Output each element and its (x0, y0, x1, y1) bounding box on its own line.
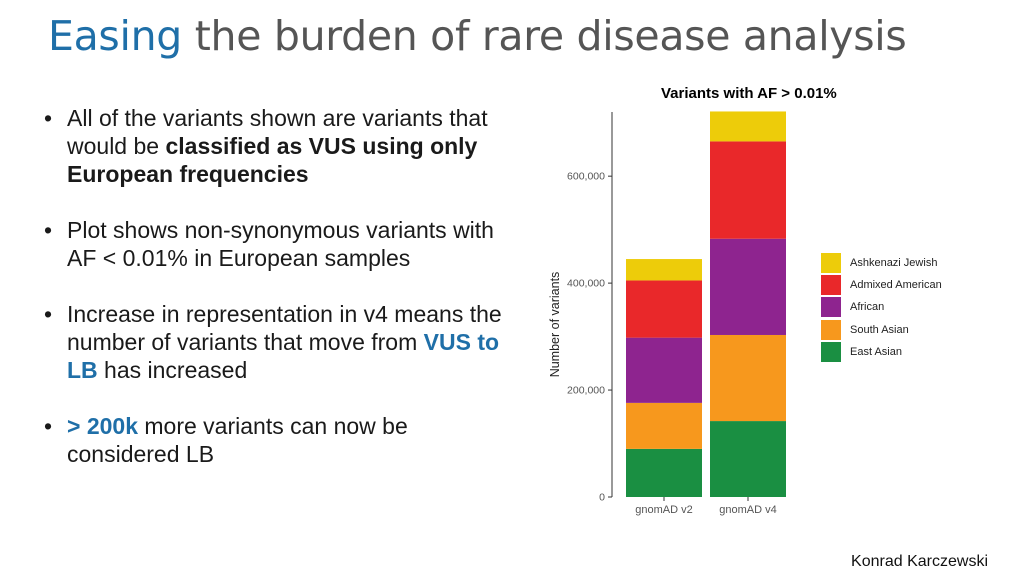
y-tick-label: 600,000 (567, 171, 605, 183)
legend-swatch (821, 319, 841, 340)
bullet-text-segment: All of the variants shown are variants t… (67, 105, 488, 159)
bullet-marker: • (44, 217, 53, 243)
legend-swatch (821, 253, 841, 273)
bar-segment (626, 259, 702, 281)
legend-label: South Asian (850, 323, 909, 336)
bullet-marker: • (44, 105, 53, 131)
bullet-marker: • (44, 301, 53, 327)
bullet-item: • All of the variants shown are variants … (44, 104, 514, 188)
bar-segment (710, 421, 786, 497)
chart-title: Variants with AF > 0.01% (661, 85, 837, 102)
bar-segment (710, 334, 786, 422)
bullet-text-segment: more variants can now be considered LB (67, 413, 408, 467)
legend-label: Admixed American (850, 279, 942, 292)
legend-swatch (821, 341, 841, 362)
legend-label: Ashkenazi Jewish (850, 257, 938, 269)
x-tick-label: gnomAD v2 (635, 504, 692, 516)
y-tick-label: 400,000 (567, 278, 605, 290)
legend-label: East Asian (850, 345, 902, 358)
bar-segment (710, 111, 786, 142)
bullet-text-segment: > 200k (67, 413, 138, 439)
bullet-text-segment: VUS to LB (67, 329, 500, 383)
bullet-item: • Increase in representation in v4 means … (44, 300, 514, 384)
bullet-text-segment: Plot shows non-synonymous variants with … (67, 217, 494, 271)
page-title: Easing the burden of rare disease analys… (48, 12, 907, 60)
bar-segment (710, 238, 786, 335)
y-tick-label: 0 (599, 492, 605, 504)
y-tick-label: 200,000 (567, 385, 605, 397)
bullet-list: • All of the variants shown are variants … (44, 104, 514, 496)
author-name: Konrad Karczewski (851, 553, 988, 570)
bullet-marker: • (44, 413, 53, 439)
bullet-text-segment: has increased (97, 357, 248, 383)
bullet-item: • > 200k more variants can now be conside… (44, 412, 514, 468)
bullet-text-segment: classified as VUS using only European fr… (67, 133, 478, 187)
bar-segment (626, 448, 702, 497)
stacked-bar-chart: 0 200,000 400,000 600,000 Number of variants… (548, 111, 786, 516)
y-axis-label: Number of variants (548, 272, 562, 378)
bullet-item: • Plot shows non-synonymous variants with… (44, 216, 514, 272)
title-accent: Easing (48, 12, 182, 60)
legend-swatch (821, 275, 841, 296)
legend-label: African (850, 301, 885, 314)
bar-segment (626, 337, 702, 403)
legend-swatch (821, 297, 841, 318)
bar-segment (626, 280, 702, 338)
x-tick-label: gnomAD v4 (719, 504, 776, 516)
bar-segment (710, 141, 786, 239)
bar-segment (626, 402, 702, 449)
bullet-text-segment: Increase in representation in v4 means t… (67, 301, 502, 355)
title-rest: the burden of rare disease analysis (182, 12, 907, 60)
